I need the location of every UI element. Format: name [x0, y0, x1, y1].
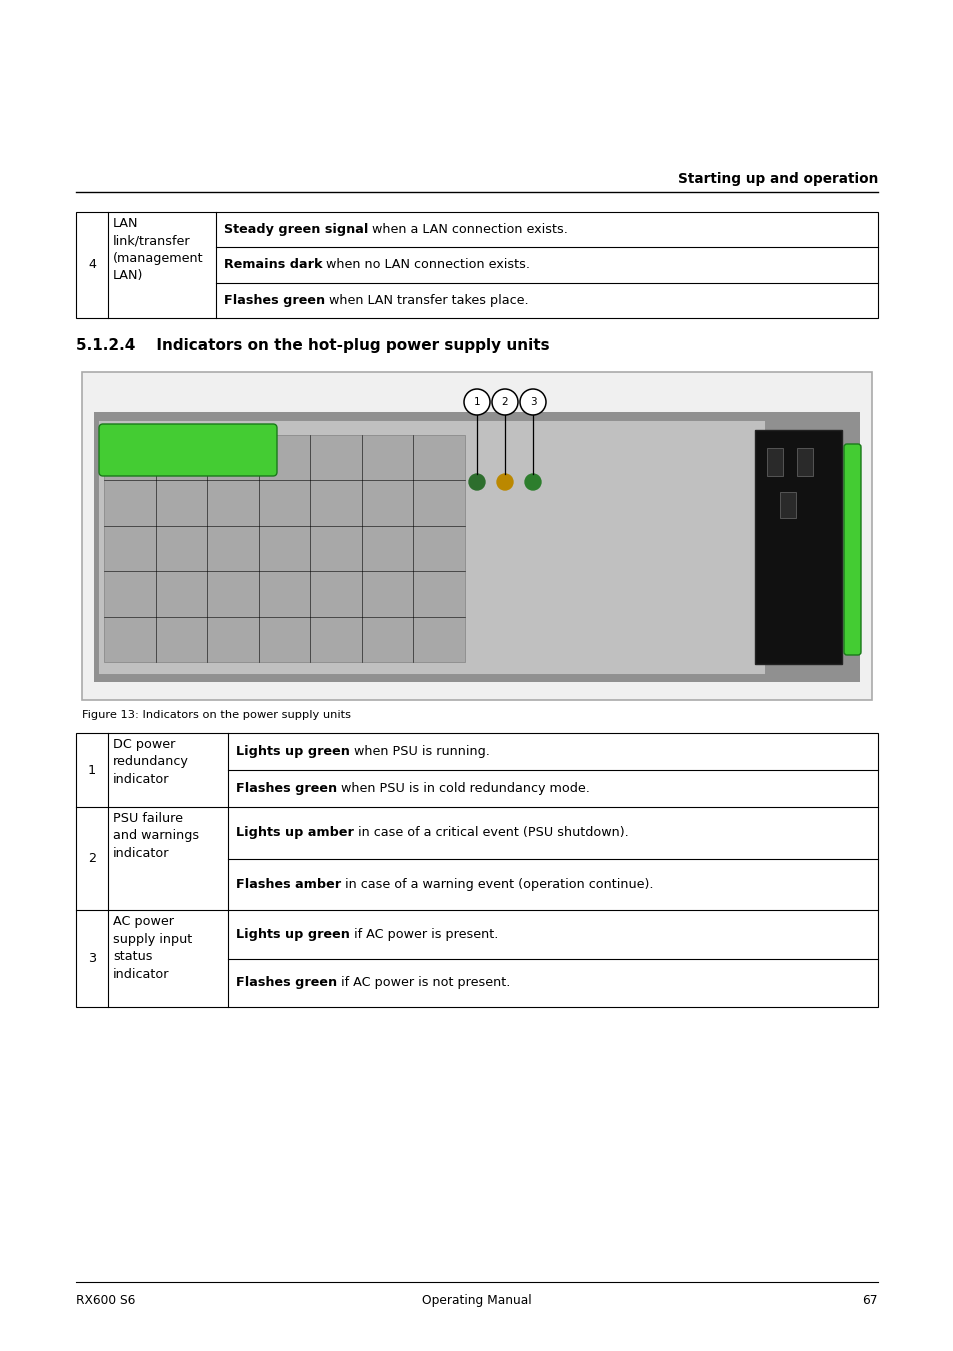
Circle shape	[519, 389, 545, 415]
Text: Lights up green: Lights up green	[235, 744, 350, 758]
Bar	[754, 430, 841, 663]
Text: when a LAN connection exists.: when a LAN connection exists.	[368, 223, 568, 236]
Bar	[76, 734, 877, 1006]
Text: Lights up green: Lights up green	[235, 928, 350, 940]
Text: in case of a critical event (PSU shutdown).: in case of a critical event (PSU shutdow…	[354, 827, 628, 839]
Text: if AC power is present.: if AC power is present.	[350, 928, 497, 940]
Bar	[82, 372, 871, 700]
Bar	[780, 492, 795, 517]
Text: when no LAN connection exists.: when no LAN connection exists.	[322, 258, 530, 272]
Bar	[94, 412, 859, 682]
Text: 2: 2	[501, 397, 508, 407]
Text: 67: 67	[862, 1294, 877, 1306]
Bar	[766, 449, 782, 476]
Text: if AC power is not present.: if AC power is not present.	[336, 977, 510, 989]
Text: 3: 3	[529, 397, 536, 407]
Text: Remains dark: Remains dark	[224, 258, 322, 272]
Bar	[98, 420, 764, 674]
Text: when LAN transfer takes place.: when LAN transfer takes place.	[325, 293, 528, 307]
Text: Figure 13: Indicators on the power supply units: Figure 13: Indicators on the power suppl…	[82, 711, 351, 720]
Text: Flashes green: Flashes green	[224, 293, 325, 307]
Circle shape	[463, 389, 490, 415]
Text: Starting up and operation: Starting up and operation	[677, 172, 877, 186]
Text: LAN
link/transfer
(management
LAN): LAN link/transfer (management LAN)	[112, 218, 203, 282]
Bar	[104, 435, 464, 662]
Text: 3: 3	[88, 952, 96, 965]
Text: 1: 1	[474, 397, 479, 407]
Text: when PSU is in cold redundancy mode.: when PSU is in cold redundancy mode.	[336, 782, 589, 794]
Text: AC power
supply input
status
indicator: AC power supply input status indicator	[112, 915, 193, 981]
Text: RX600 S6: RX600 S6	[76, 1294, 135, 1306]
FancyBboxPatch shape	[843, 444, 861, 655]
Text: Lights up amber: Lights up amber	[235, 827, 354, 839]
Text: Flashes amber: Flashes amber	[235, 878, 341, 890]
Text: PSU failure
and warnings
indicator: PSU failure and warnings indicator	[112, 812, 199, 861]
Text: in case of a warning event (operation continue).: in case of a warning event (operation co…	[341, 878, 653, 890]
Text: Operating Manual: Operating Manual	[422, 1294, 531, 1306]
FancyBboxPatch shape	[99, 424, 276, 476]
Text: 5.1.2.4    Indicators on the hot-plug power supply units: 5.1.2.4 Indicators on the hot-plug power…	[76, 338, 549, 353]
Text: 2: 2	[88, 852, 96, 865]
Text: Steady green signal: Steady green signal	[224, 223, 368, 236]
Text: Flashes green: Flashes green	[235, 782, 336, 794]
Circle shape	[492, 389, 517, 415]
Text: Flashes green: Flashes green	[235, 977, 336, 989]
Circle shape	[497, 474, 513, 490]
Circle shape	[469, 474, 484, 490]
Bar	[796, 449, 812, 476]
Text: when PSU is running.: when PSU is running.	[350, 744, 489, 758]
Text: 1: 1	[88, 763, 96, 777]
Text: 4: 4	[88, 258, 96, 272]
Bar	[76, 212, 877, 317]
Text: DC power
redundancy
indicator: DC power redundancy indicator	[112, 738, 189, 786]
Circle shape	[524, 474, 540, 490]
